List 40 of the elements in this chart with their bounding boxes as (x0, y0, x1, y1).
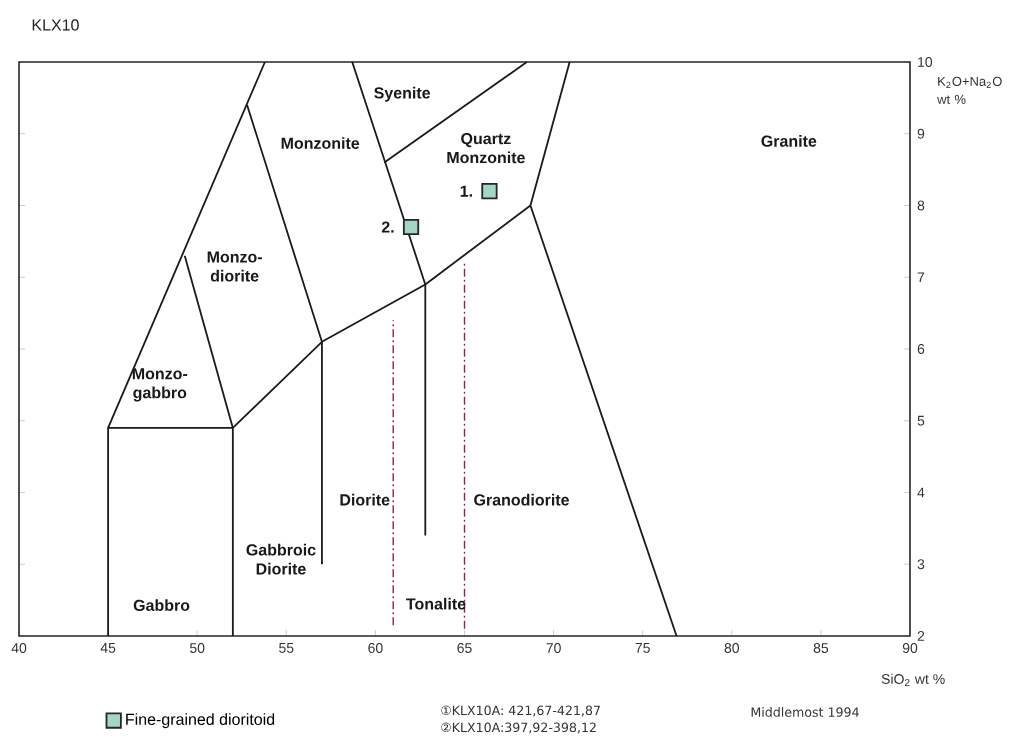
annotation: Monzo-diorite (207, 251, 262, 282)
annotation: Monzonite (281, 137, 360, 149)
x-tick-label: 50 (189, 643, 205, 653)
annotation: 2. (381, 221, 394, 233)
annotation: 1. (460, 185, 472, 197)
y-tick-label: 2 (917, 631, 925, 641)
x-tick-label: 75 (635, 643, 650, 653)
x-tick-label: 90 (902, 643, 918, 653)
text: Middlemost 1994 (751, 707, 859, 717)
legend-label: Fine-grained dioritoid (126, 713, 275, 729)
x-tick-label: 85 (813, 643, 829, 653)
y-tick-label: 8 (917, 200, 925, 211)
x-tick-label: 60 (368, 643, 383, 653)
annotation: Tonalite (406, 597, 466, 610)
y-tick-label: 10 (918, 57, 933, 67)
y-tick-label: 4 (917, 487, 925, 498)
y-tick-label: 9 (917, 128, 925, 139)
annotation: Diorite (340, 493, 390, 506)
x-axis-title: SiO$_{2}$ wt % (881, 673, 945, 686)
text: ①KLX10A: 421,67-421,87 (441, 705, 600, 717)
annotation: Granodiorite (474, 493, 569, 506)
annotation: Gabbroic Diorite (246, 543, 316, 575)
annotation: Monzo-gabbro (132, 368, 188, 402)
annotation: Quartz Monzonite (447, 132, 525, 164)
x-tick-label: 80 (724, 643, 740, 653)
y-tick-label: 6 (917, 344, 925, 354)
x-tick-label: 55 (279, 643, 294, 653)
x-tick-label: 40 (11, 643, 27, 653)
x-tick-label: 65 (457, 643, 472, 653)
y-tick-label: 3 (917, 559, 925, 570)
chart-title: KLX10 (32, 19, 79, 31)
annotation: Gabbro (133, 599, 190, 612)
y-tick-label: 7 (917, 272, 925, 283)
annotation: Syenite (374, 86, 431, 102)
text: K$_{2}$O+Na$_{2}$O wt % (937, 76, 1002, 104)
annotation: Granite (761, 135, 817, 147)
y-tick-label: 5 (917, 415, 925, 426)
text: ②KLX10A:397,92-398,12 (441, 722, 596, 734)
x-tick-label: 70 (546, 643, 561, 653)
x-tick-label: 45 (100, 643, 116, 653)
